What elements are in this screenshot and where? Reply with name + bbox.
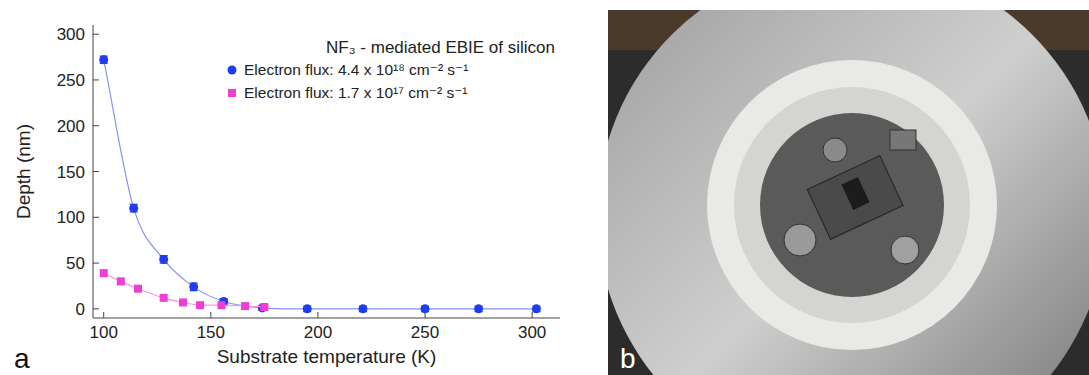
flange — [608, 10, 1089, 375]
point — [160, 294, 168, 302]
x-tick — [103, 312, 104, 318]
point — [189, 282, 198, 291]
x-axis-title: Substrate temperature (K) — [217, 346, 437, 367]
y-tick — [93, 125, 99, 126]
fit-line — [104, 273, 265, 307]
panel-label: a — [14, 343, 30, 374]
point — [532, 304, 541, 313]
series — [99, 55, 541, 313]
photo — [597, 0, 1089, 375]
legend-marker — [228, 89, 236, 97]
point — [196, 301, 204, 309]
knob — [891, 236, 919, 264]
sample-holder — [807, 156, 903, 240]
sample — [841, 177, 869, 210]
plot-area — [99, 55, 541, 313]
point — [99, 55, 108, 64]
knob — [823, 138, 847, 162]
legend-label: Electron flux: 4.4 x 10¹⁸ cm⁻² s⁻¹ — [244, 61, 468, 78]
x-tick-label: 200 — [304, 323, 332, 342]
point — [358, 304, 367, 313]
point — [134, 285, 142, 293]
panel-label: b — [620, 343, 636, 374]
point — [129, 204, 138, 213]
point — [159, 255, 168, 264]
fit-line — [104, 60, 537, 309]
legend-label: Electron flux: 1.7 x 10¹⁷ cm⁻² s⁻¹ — [244, 84, 468, 101]
white-ring — [707, 60, 997, 350]
y-tick-label: 250 — [57, 71, 85, 90]
legend: NF₃ - mediated EBIE of silicon Electron f… — [228, 38, 556, 101]
point — [218, 301, 226, 309]
point — [241, 302, 249, 310]
point — [117, 277, 125, 285]
y-tick — [93, 79, 99, 80]
x-tick-label: 250 — [411, 323, 439, 342]
y-tick — [93, 308, 99, 309]
error-bar — [160, 256, 168, 263]
figure: 0 50 100 150 200 250 300 100 150 200 250 300 Substra… — [0, 0, 1089, 375]
x-axis-line — [93, 318, 560, 319]
y-tick-label: 0 — [76, 300, 85, 319]
knob — [784, 224, 816, 256]
x-tick-label: 100 — [90, 323, 118, 342]
y-tick — [93, 171, 99, 172]
point — [100, 269, 108, 277]
x-tick — [317, 312, 318, 318]
point — [179, 298, 187, 306]
series — [100, 269, 269, 311]
legend-title: NF₃ - mediated EBIE of silicon — [326, 38, 555, 57]
y-tick — [93, 217, 99, 218]
y-tick-label: 100 — [57, 208, 85, 227]
legend-marker — [228, 66, 237, 75]
x-tick-label: 300 — [518, 323, 546, 342]
stage — [760, 113, 944, 297]
x-tick — [210, 312, 211, 318]
point — [474, 304, 483, 313]
photo-content — [608, 10, 1089, 375]
y-tick — [93, 34, 99, 35]
x-tick — [532, 312, 533, 318]
y-tick-label: 300 — [57, 25, 85, 44]
ring-inner — [734, 87, 970, 323]
y-tick — [93, 263, 99, 264]
x-tick-label: 150 — [197, 323, 225, 342]
clip-part — [890, 130, 916, 150]
y-tick-label: 50 — [66, 254, 85, 273]
point — [260, 303, 268, 311]
error-bar — [130, 204, 138, 211]
error-bar — [100, 56, 108, 63]
y-tick-label: 200 — [57, 117, 85, 136]
y-tick-label: 150 — [57, 163, 85, 182]
error-bar — [190, 283, 198, 290]
y-axis-title: Depth (nm) — [13, 124, 34, 219]
point — [303, 304, 312, 313]
point — [421, 304, 430, 313]
